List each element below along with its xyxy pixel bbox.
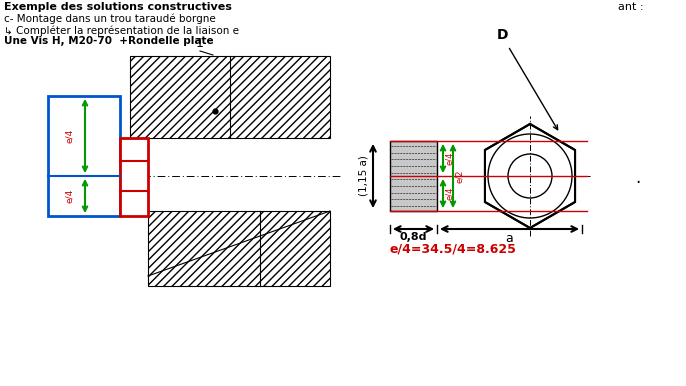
Text: 1: 1 [196,37,204,50]
Polygon shape [485,124,575,228]
Text: ↳ Compléter la représentation de la liaison e: ↳ Compléter la représentation de la liai… [4,25,239,36]
Text: 0,8d: 0,8d [400,232,427,242]
Text: Une Vis H, M20-70  +Rondelle plate: Une Vis H, M20-70 +Rondelle plate [4,36,213,46]
Bar [48,96,120,216]
Text: e/4: e/4 [445,187,454,200]
Text: e/4: e/4 [65,129,74,143]
Bar [130,56,330,138]
Text: Exemple des solutions constructives: Exemple des solutions constructives [4,2,232,12]
Text: (1,15 a): (1,15 a) [359,156,369,196]
Bar [390,141,437,211]
Text: e/4: e/4 [445,152,454,165]
Circle shape [508,154,552,198]
Bar [120,138,148,216]
Text: c- Montage dans un trou taraudé borgne: c- Montage dans un trou taraudé borgne [4,14,216,24]
Bar [148,211,330,286]
Text: ant :: ant : [618,2,643,12]
Text: e/4: e/4 [65,189,74,203]
Text: e/2: e/2 [455,169,464,183]
Text: D: D [497,28,509,42]
Text: e/4=34.5/4=8.625: e/4=34.5/4=8.625 [390,243,517,256]
Text: .: . [635,169,640,187]
Text: a: a [506,232,513,245]
